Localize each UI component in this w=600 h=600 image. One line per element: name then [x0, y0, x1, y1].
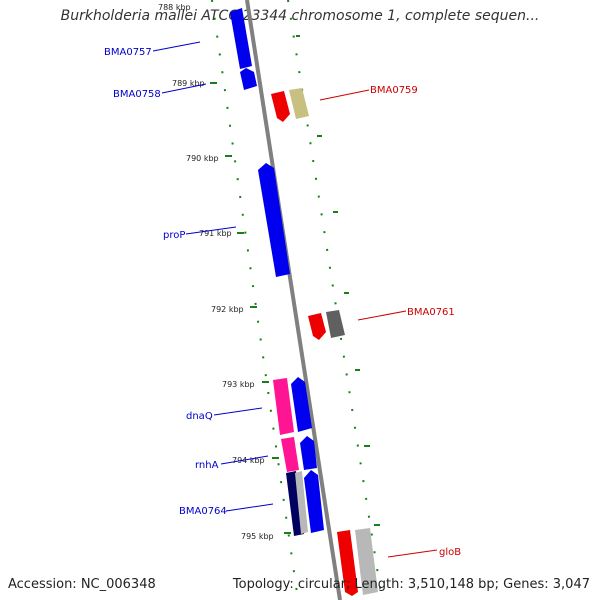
leader-bma0757 [152, 41, 201, 52]
tick-label: 789 kbp [172, 79, 205, 88]
gene-label-glob[interactable]: gloB [439, 547, 461, 558]
tick-label: 795 kbp [241, 532, 274, 541]
gene-bma0765-feature[interactable] [304, 470, 324, 533]
gene-bma0763-feature[interactable] [300, 436, 317, 470]
map-title: Burkholderia mallei ATCC 23344 chromosom… [60, 8, 540, 24]
tick-label: 791 kbp [199, 229, 232, 238]
outer-rail-ticks [296, 35, 380, 526]
gene-label-dnaq[interactable]: dnaQ [186, 411, 213, 422]
leader-dnaq [213, 407, 263, 416]
tick-788: 788 kbp [158, 3, 191, 12]
gene-label-bma0764[interactable]: BMA0764 [179, 506, 227, 517]
tick-790: 790 kbp [186, 154, 232, 163]
genome-summary: Topology: circular; Length: 3,510,148 bp… [232, 577, 590, 592]
leader-bma0759 [319, 89, 370, 101]
leader-glob [387, 549, 438, 558]
leader-bma0761 [357, 310, 407, 321]
tick-793: 793 kbp [222, 380, 269, 389]
gene-bma0758-feature[interactable] [240, 68, 257, 90]
gene-bma0762-feature[interactable] [291, 377, 312, 432]
gene-prop-feature[interactable] [258, 163, 290, 277]
gene-glob-feature[interactable] [337, 530, 358, 596]
tick-791: 791 kbp [199, 229, 244, 238]
gene-label-rnha[interactable]: rnhA [195, 460, 219, 471]
gene-label-bma0759[interactable]: BMA0759 [370, 85, 418, 96]
gene-bma0761-feature[interactable] [308, 313, 326, 340]
gene-glob-neighbor-feature[interactable] [355, 528, 378, 595]
accession-label: Accession: NC_006348 [8, 577, 156, 592]
tick-label: 792 kbp [211, 305, 244, 314]
leader-prop [185, 226, 237, 235]
gene-label-bma0758[interactable]: BMA0758 [113, 89, 161, 100]
inner-tick-rail [211, 0, 299, 600]
tick-794: 794 kbp [232, 456, 279, 465]
sequence-axis [245, 0, 342, 600]
gene-label-bma0757[interactable]: BMA0757 [104, 47, 152, 58]
tick-label: 794 kbp [232, 456, 265, 465]
gene-bma0764-neighbor-feature[interactable] [295, 471, 308, 534]
gene-bma0759-feature[interactable] [271, 91, 290, 122]
tick-label: 790 kbp [186, 154, 219, 163]
leader-bma0758 [161, 83, 207, 94]
gene-label-prop[interactable]: proP [163, 230, 185, 241]
tick-789: 789 kbp [172, 79, 217, 88]
leader-rnha [220, 455, 269, 465]
tick-795: 795 kbp [241, 532, 291, 541]
tick-792: 792 kbp [211, 305, 257, 314]
gene-bma0761-neighbor-feature[interactable] [326, 310, 345, 338]
tick-label: 788 kbp [158, 3, 191, 12]
gene-bma0764-feature[interactable] [286, 471, 304, 536]
gene-dnaq-feature[interactable] [273, 378, 294, 435]
tick-label: 793 kbp [222, 380, 255, 389]
gene-label-bma0761[interactable]: BMA0761 [407, 307, 455, 318]
gene-rnha-feature[interactable] [281, 437, 299, 472]
gene-bma0760-feature[interactable] [289, 88, 309, 119]
gene-bma0757-feature[interactable] [230, 8, 252, 69]
leader-bma0764 [225, 503, 274, 512]
